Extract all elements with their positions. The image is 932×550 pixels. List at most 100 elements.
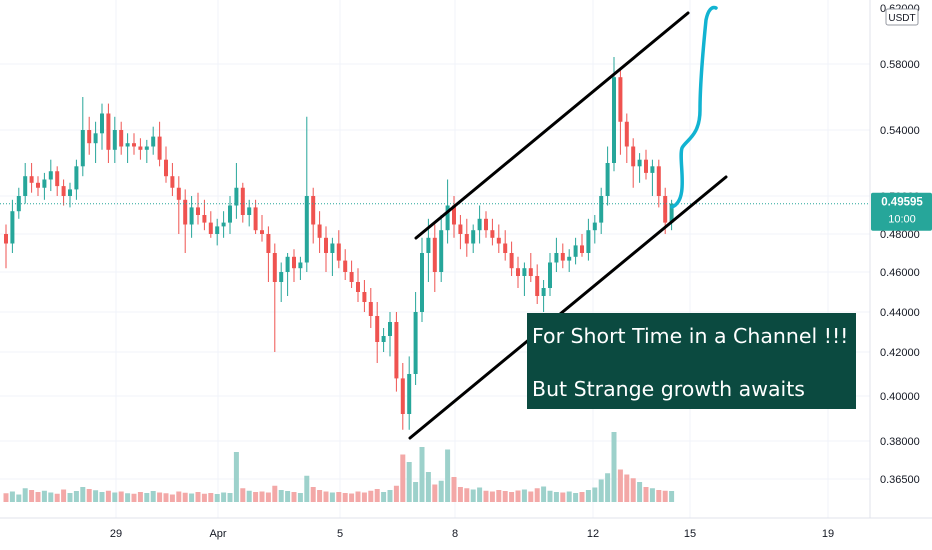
price-tick-label: 0.38000 xyxy=(880,436,920,448)
volume-bar xyxy=(464,488,470,502)
volume-bar xyxy=(182,492,188,502)
annotation-line-1: For Short Time in a Channel !!! xyxy=(532,324,848,348)
candle-body xyxy=(106,113,111,150)
price-tick-label: 0.46000 xyxy=(880,267,920,279)
time-tick-label: Apr xyxy=(209,528,226,540)
candle-body xyxy=(4,234,8,244)
volume-bar xyxy=(624,474,630,502)
projection-curve xyxy=(670,5,718,209)
candle-body xyxy=(490,230,495,238)
channel-upper-line xyxy=(414,11,690,240)
current-price-value: 0.49595 xyxy=(881,197,923,209)
annotation-box[interactable]: For Short Time in a Channel !!! But Stra… xyxy=(527,313,856,409)
volume-bar xyxy=(105,490,111,502)
volume-bar xyxy=(598,479,604,502)
candle-body xyxy=(260,230,264,234)
candle-body xyxy=(324,237,328,253)
volume-bar xyxy=(553,492,559,502)
candle-body xyxy=(650,166,655,173)
volume-bar xyxy=(637,482,643,502)
candle-body xyxy=(23,176,28,196)
volume-bar xyxy=(656,490,662,502)
volume-bar xyxy=(509,492,515,502)
candle-body xyxy=(119,130,124,147)
volume-bar xyxy=(259,491,265,502)
candle-body xyxy=(311,196,316,225)
candle-body xyxy=(496,237,501,244)
volume-bar xyxy=(489,491,495,502)
volume-bar xyxy=(54,493,60,502)
volume-bar xyxy=(425,472,431,502)
volume-bar xyxy=(611,432,617,502)
candle-body xyxy=(317,224,322,238)
currency-label: USDT xyxy=(888,13,915,24)
volume-bar xyxy=(381,492,387,502)
volume-bar xyxy=(374,489,380,502)
volume-bar xyxy=(387,490,393,502)
candle-body xyxy=(202,215,207,223)
volume-bar xyxy=(80,487,86,502)
candle-body xyxy=(599,196,604,223)
currency-badge xyxy=(885,8,919,26)
volume-bar xyxy=(547,490,553,502)
volume-bar xyxy=(393,485,399,502)
candle-body xyxy=(189,207,194,225)
volume-bar xyxy=(662,490,668,502)
candle-body xyxy=(74,166,79,190)
volume-bar xyxy=(246,490,252,502)
volume-bar xyxy=(137,492,143,502)
volume-bar xyxy=(329,492,335,502)
volume-bar xyxy=(176,491,182,502)
price-tick-label: 0.48000 xyxy=(880,229,920,241)
volume-bar xyxy=(445,449,451,502)
candle-body xyxy=(362,292,367,302)
volume-bar xyxy=(240,488,246,502)
candle-body xyxy=(112,130,117,150)
candle-body xyxy=(548,262,552,288)
price-tick-label: 0.36500 xyxy=(880,474,920,486)
candle-body xyxy=(618,77,623,122)
price-tick-label: 0.54000 xyxy=(880,125,920,137)
volume-bar xyxy=(451,477,457,502)
volume-bar xyxy=(150,491,156,502)
volume-bar xyxy=(617,469,623,502)
volume-bar xyxy=(227,493,233,502)
volume-bar xyxy=(201,493,207,502)
price-axis[interactable]: 0.620000.580000.540000.500000.480000.460… xyxy=(869,0,932,518)
candle-body xyxy=(138,146,143,150)
volume-bar xyxy=(336,492,342,502)
candle-body xyxy=(388,322,392,336)
candle-body xyxy=(298,262,303,269)
volume-bar xyxy=(73,491,79,502)
candle-body xyxy=(151,136,156,147)
time-tick-label: 29 xyxy=(110,528,122,540)
volume-bar xyxy=(9,491,15,502)
volume-bar xyxy=(566,491,572,502)
volume-bar xyxy=(573,493,579,502)
candle-body xyxy=(522,268,527,276)
candle-body xyxy=(176,187,181,200)
volume-bar xyxy=(502,491,508,502)
volume-bar xyxy=(297,493,303,502)
time-axis[interactable]: 29 Apr 5 8 12 15 19 xyxy=(0,517,932,540)
candle-body xyxy=(55,171,60,187)
volume-bar xyxy=(496,490,502,502)
candle-body xyxy=(368,302,373,316)
candle-body xyxy=(624,121,629,147)
candle-body xyxy=(458,224,463,234)
volume-bar xyxy=(592,487,598,502)
candle-body xyxy=(407,374,412,414)
volume-bar xyxy=(118,491,124,502)
price-tick-labels: 0.620000.580000.540000.500000.480000.460… xyxy=(880,3,920,486)
volume-bar xyxy=(16,494,22,502)
volume-bar xyxy=(221,492,227,502)
candle-body xyxy=(68,189,72,196)
volume-bar xyxy=(41,490,47,502)
volume-bar xyxy=(643,487,649,502)
candle-body xyxy=(125,143,130,147)
candle-body xyxy=(36,182,40,188)
volume-bar xyxy=(112,492,118,502)
candle-body xyxy=(560,253,565,261)
volume-bar xyxy=(515,490,521,502)
